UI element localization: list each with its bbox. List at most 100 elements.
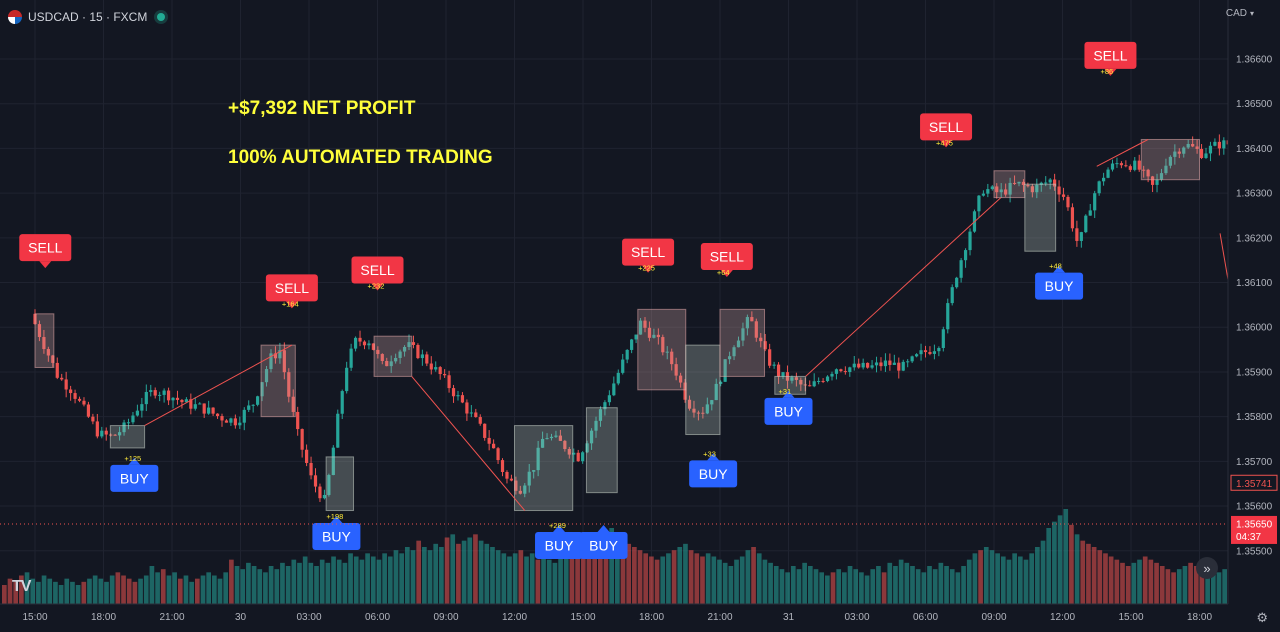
trade-box[interactable] <box>325 456 355 512</box>
candle-body[interactable] <box>162 390 166 395</box>
candle-body[interactable] <box>723 359 727 382</box>
candle-body[interactable] <box>77 398 82 401</box>
candle-body[interactable] <box>754 321 758 338</box>
candle-body[interactable] <box>1155 179 1159 185</box>
candle-body[interactable] <box>122 422 126 433</box>
candle-body[interactable] <box>536 447 540 471</box>
candle-body[interactable] <box>1030 186 1034 193</box>
candle-body[interactable] <box>198 403 202 405</box>
candle-body[interactable] <box>763 341 767 350</box>
candle-body[interactable] <box>1088 210 1092 216</box>
candle-body[interactable] <box>1084 215 1088 233</box>
candle-body[interactable] <box>1075 228 1079 241</box>
candle-body[interactable] <box>429 363 433 370</box>
candle-body[interactable] <box>86 404 91 417</box>
candle-body[interactable] <box>362 341 367 346</box>
candle-body[interactable] <box>287 372 291 397</box>
candle-body[interactable] <box>117 432 122 436</box>
candle-body[interactable] <box>986 189 990 194</box>
candle-body[interactable] <box>425 354 429 364</box>
candle-body[interactable] <box>714 383 718 401</box>
candle-body[interactable] <box>861 362 865 368</box>
candle-body[interactable] <box>238 422 242 426</box>
candle-body[interactable] <box>385 360 389 367</box>
candle-body[interactable] <box>269 353 273 370</box>
candle-body[interactable] <box>260 382 264 397</box>
buy-signal[interactable] <box>1035 272 1084 300</box>
candle-body[interactable] <box>808 385 812 387</box>
candle-body[interactable] <box>1150 176 1155 185</box>
candle-body[interactable] <box>305 449 309 463</box>
candle-body[interactable] <box>309 462 313 476</box>
candle-body[interactable] <box>82 400 86 405</box>
candle-body[interactable] <box>1142 169 1146 171</box>
sell-signal[interactable] <box>622 238 675 266</box>
candle-body[interactable] <box>941 329 945 348</box>
candle-body[interactable] <box>576 452 580 462</box>
candle-body[interactable] <box>1012 182 1017 184</box>
trade-box[interactable] <box>637 308 687 391</box>
candle-body[interactable] <box>126 422 131 424</box>
candle-body[interactable] <box>1182 147 1186 154</box>
candle-body[interactable] <box>100 430 104 437</box>
candle-body[interactable] <box>1057 186 1061 195</box>
candle-body[interactable] <box>701 412 705 414</box>
candle-body[interactable] <box>278 350 282 359</box>
candle-body[interactable] <box>581 452 585 462</box>
candle-body[interactable] <box>1128 166 1132 170</box>
candle-body[interactable] <box>251 404 255 406</box>
candle-body[interactable] <box>1110 163 1115 170</box>
candle-body[interactable] <box>483 423 487 438</box>
candle-body[interactable] <box>166 390 171 401</box>
candle-body[interactable] <box>1017 181 1021 184</box>
candle-body[interactable] <box>950 287 954 304</box>
candle-body[interactable] <box>665 351 669 353</box>
candle-body[interactable] <box>999 189 1003 193</box>
double-chevron-right-icon[interactable]: » <box>1196 557 1218 579</box>
candle-body[interactable] <box>670 351 674 365</box>
candle-body[interactable] <box>175 397 180 400</box>
candle-body[interactable] <box>674 364 678 376</box>
candle-body[interactable] <box>318 486 322 499</box>
candle-body[interactable] <box>705 404 709 414</box>
trade-box[interactable] <box>993 170 1026 199</box>
candle-body[interactable] <box>621 359 625 373</box>
candle-body[interactable] <box>42 337 46 350</box>
candle-body[interactable] <box>955 277 959 288</box>
candle-body[interactable] <box>848 367 852 372</box>
candle-body[interactable] <box>567 448 571 455</box>
candle-body[interactable] <box>496 448 500 461</box>
candle-body[interactable] <box>679 375 683 383</box>
candle-body[interactable] <box>963 250 968 261</box>
candle-body[interactable] <box>1173 151 1177 157</box>
candle-body[interactable] <box>300 429 304 450</box>
candle-body[interactable] <box>264 369 269 383</box>
candle-body[interactable] <box>1008 182 1012 195</box>
candle-body[interactable] <box>652 334 656 338</box>
candle-body[interactable] <box>1044 182 1048 184</box>
candle-body[interactable] <box>394 357 398 362</box>
candle-body[interactable] <box>113 434 117 436</box>
candle-body[interactable] <box>572 452 576 455</box>
candle-body[interactable] <box>1119 163 1124 166</box>
candle-body[interactable] <box>932 351 937 354</box>
candle-body[interactable] <box>1191 143 1195 147</box>
candle-body[interactable] <box>518 490 522 494</box>
candle-body[interactable] <box>443 374 447 376</box>
candle-body[interactable] <box>817 380 821 382</box>
candle-body[interactable] <box>438 367 442 375</box>
candle-body[interactable] <box>135 410 140 416</box>
candle-body[interactable] <box>220 416 224 421</box>
gear-icon[interactable]: ⚙ <box>1256 610 1268 625</box>
candle-body[interactable] <box>340 391 344 414</box>
candle-body[interactable] <box>772 364 776 366</box>
candle-body[interactable] <box>215 413 220 417</box>
candle-body[interactable] <box>1199 148 1204 158</box>
trade-box[interactable] <box>373 335 413 377</box>
candle-body[interactable] <box>327 475 331 495</box>
candle-body[interactable] <box>643 320 647 328</box>
candle-body[interactable] <box>398 351 402 358</box>
candle-body[interactable] <box>1124 165 1128 167</box>
candle-body[interactable] <box>1021 181 1026 185</box>
